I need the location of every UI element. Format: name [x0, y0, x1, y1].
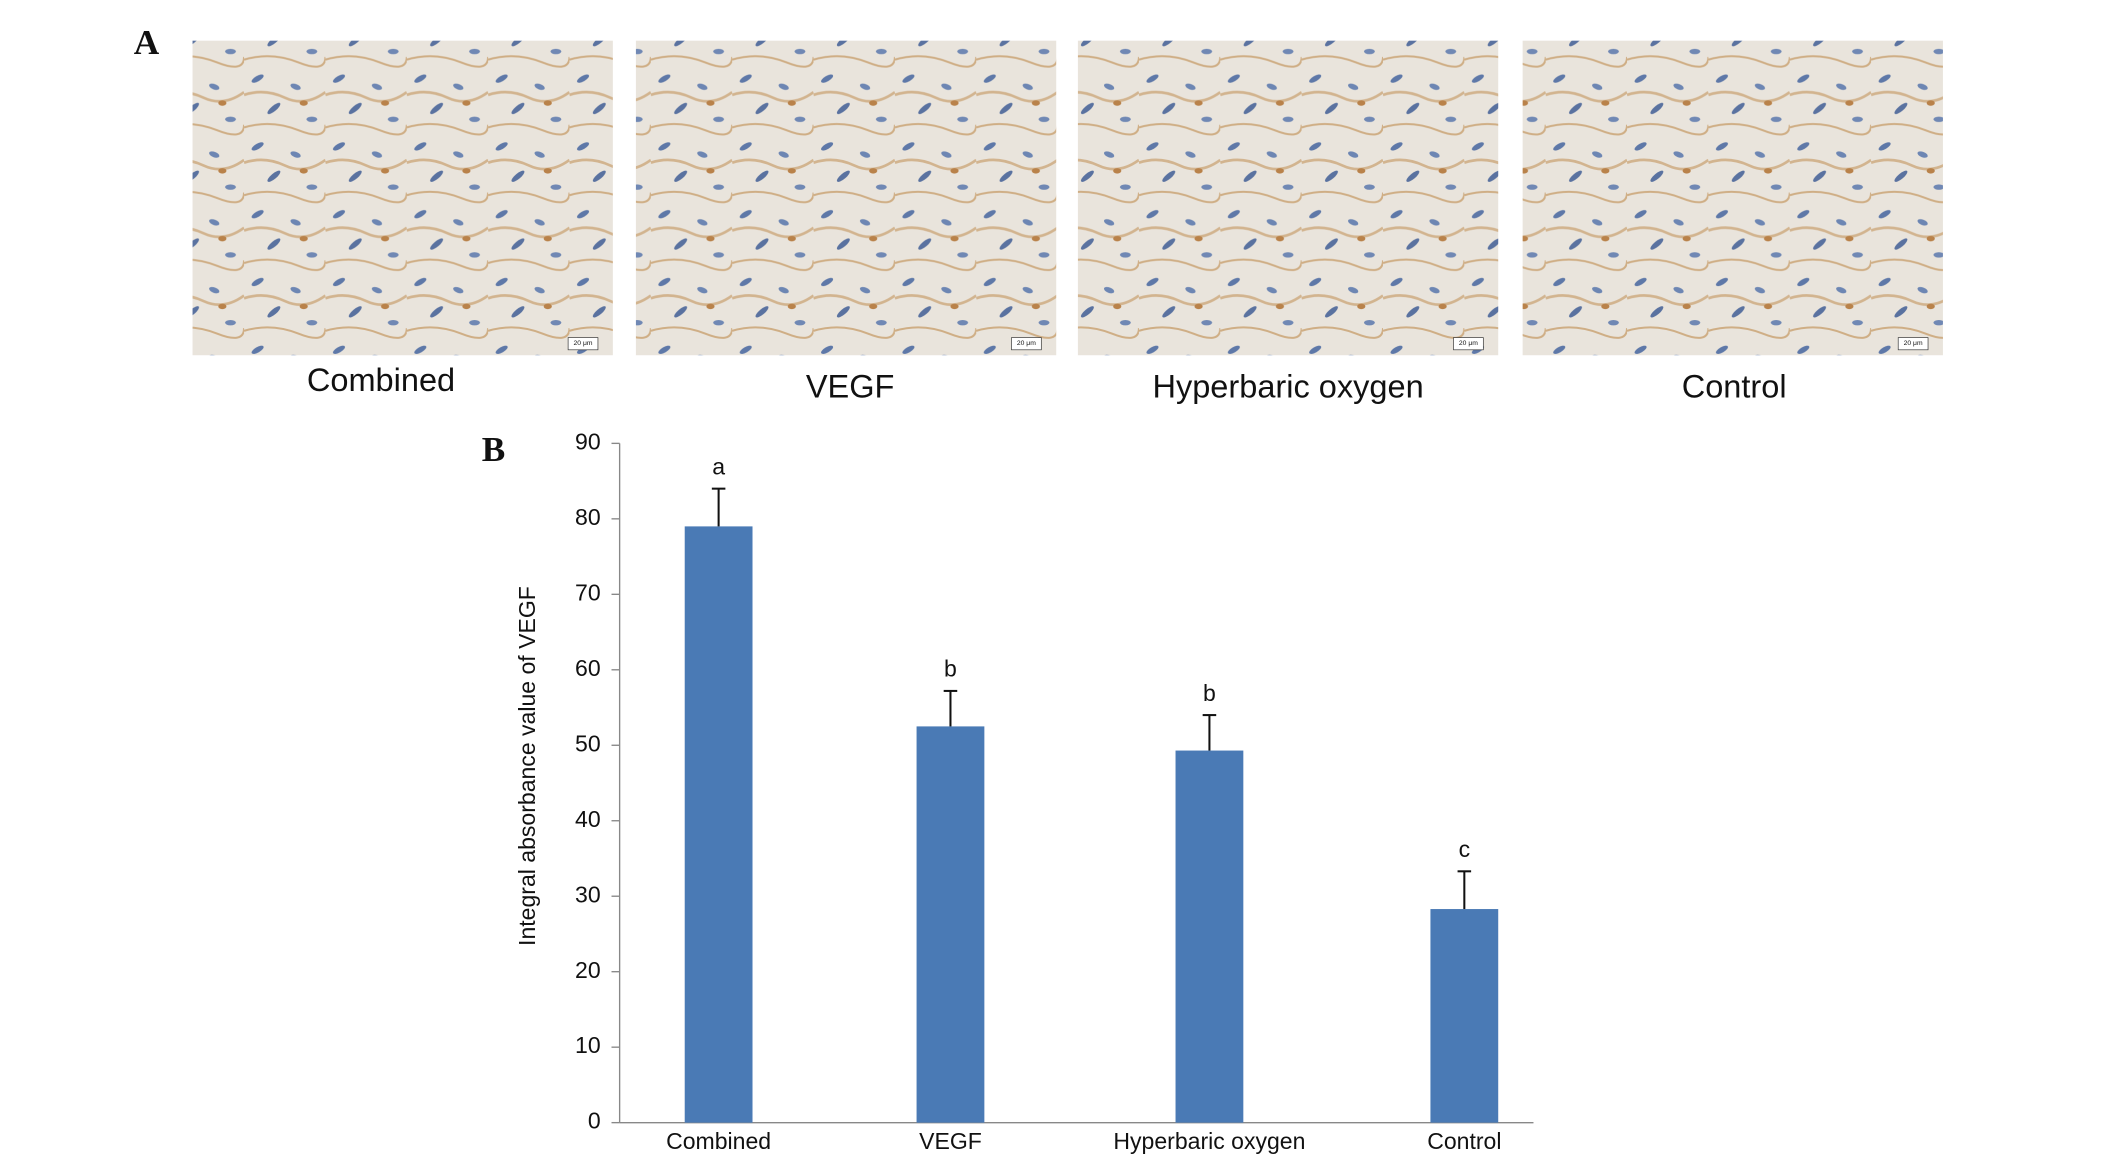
bar — [1175, 750, 1244, 1123]
significance-label: c — [1459, 836, 1471, 862]
micrograph — [1077, 40, 1499, 356]
scale-bar-label: 20 μm — [574, 340, 593, 347]
micrograph — [192, 40, 613, 356]
significance-label: b — [1203, 680, 1216, 706]
x-tick-label: Control — [1427, 1128, 1501, 1154]
scale-bar-box — [1897, 337, 1929, 351]
y-tick-label: 40 — [575, 806, 601, 832]
y-tick-label: 10 — [575, 1032, 601, 1058]
panel-label: B — [482, 430, 506, 469]
y-tick-label: 0 — [588, 1108, 601, 1134]
y-tick-label: 50 — [575, 730, 601, 756]
scale-bar-label: 20 μm — [1459, 340, 1478, 347]
micrograph — [635, 40, 1057, 356]
y-tick-label: 90 — [575, 428, 601, 454]
bar — [684, 526, 753, 1123]
y-axis-label: Integral absorbance value of VEGF — [514, 586, 540, 946]
x-tick-label: Combined — [666, 1128, 771, 1154]
micrographs: 20 μm 20 μm 20 μm 20 μm — [192, 40, 1943, 356]
y-tick-label: 30 — [575, 881, 601, 907]
panel-label: A — [134, 23, 160, 62]
caption: VEGF — [806, 369, 895, 405]
caption: Combined — [307, 362, 455, 398]
y-tick-label: 70 — [575, 579, 601, 605]
caption: Hyperbaric oxygen — [1152, 369, 1423, 405]
bar — [916, 726, 985, 1123]
scale-bar-box — [567, 337, 599, 351]
scale-bar-label: 20 μm — [1017, 340, 1036, 347]
x-tick-label: VEGF — [919, 1128, 982, 1154]
significance-label: b — [944, 656, 957, 682]
scale-bar-box — [1453, 337, 1484, 351]
y-tick-label: 80 — [575, 504, 601, 530]
caption: Control — [1682, 369, 1787, 405]
scale-bar-label: 20 μm — [1904, 340, 1923, 347]
x-tick-label: Hyperbaric oxygen — [1113, 1128, 1305, 1154]
scale-bar-box — [1011, 337, 1042, 351]
significance-label: a — [712, 453, 725, 479]
bar — [1430, 909, 1499, 1123]
micrograph — [1522, 40, 1943, 356]
y-tick-label: 60 — [575, 655, 601, 681]
y-tick-label: 20 — [575, 957, 601, 983]
